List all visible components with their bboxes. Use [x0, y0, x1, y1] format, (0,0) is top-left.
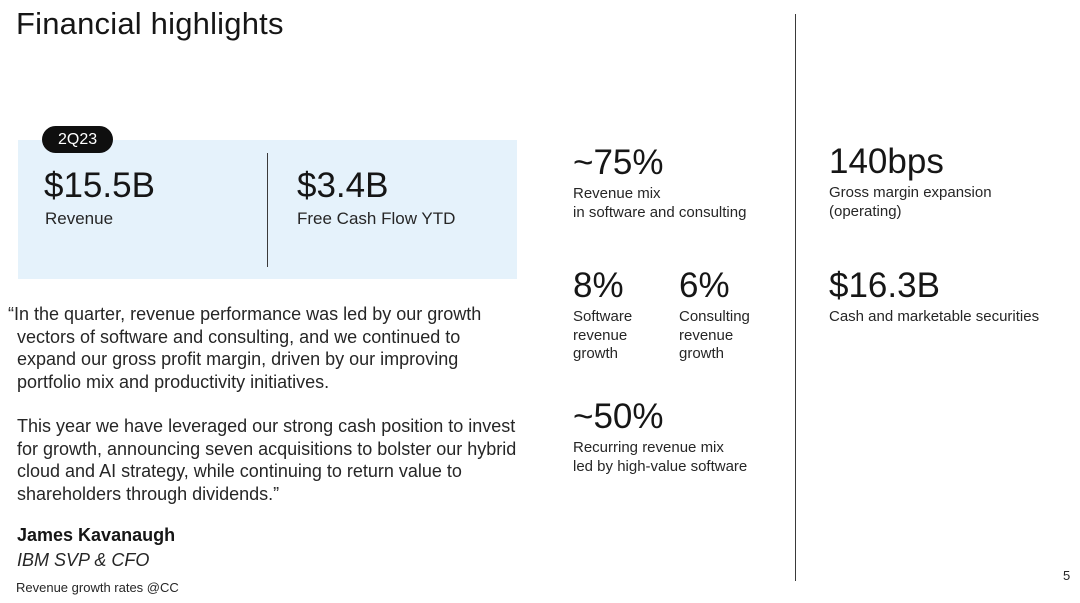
author-name: James Kavanaugh [17, 525, 176, 545]
gross-margin-label-line-2: (operating) [829, 202, 902, 220]
author-title: IBM SVP & CFO [17, 550, 150, 570]
panel-divider [267, 153, 268, 267]
vertical-divider [795, 14, 796, 581]
fcf-label: Free Cash Flow YTD [297, 209, 456, 228]
software-growth-label-line-1: Software [573, 308, 633, 325]
revenue-mix-label-line-1: Revenue mix [573, 185, 661, 202]
software-growth-label-line-3: growth [573, 345, 619, 362]
page-number: 5 [1063, 568, 1071, 583]
recurring-mix-label-line-2: led by high-value software [573, 457, 748, 475]
quote-paragraph-1: “In the quarter, revenue performance was… [8, 304, 482, 392]
cfo-quote: “In the quarter, revenue performance was… [8, 303, 518, 505]
consulting-growth-label-line-1: Consulting [679, 308, 750, 325]
footnote: Revenue growth rates @CC [16, 580, 179, 595]
recurring-mix-label-line-1: Recurring revenue mix [573, 439, 724, 456]
fcf-value: $3.4B [297, 166, 389, 205]
period-badge: 2Q23 [42, 126, 114, 153]
page-title: Financial highlights [16, 6, 284, 41]
software-growth-value: 8% [573, 266, 624, 305]
gross-margin-label-line-1: Gross margin expansion [829, 184, 992, 201]
revenue-mix-label: Revenue mix in software and consulting [573, 185, 746, 222]
revenue-mix-label-line-2: in software and consulting [573, 203, 747, 221]
cash-value: $16.3B [829, 266, 940, 305]
consulting-growth-value: 6% [679, 266, 730, 305]
consulting-growth-label-line-2: revenue [679, 326, 734, 344]
software-growth-label-line-2: revenue [573, 326, 628, 344]
consulting-growth-label-line-3: growth [679, 345, 725, 362]
recurring-mix-label: Recurring revenue mix led by high-value … [573, 439, 747, 476]
revenue-label: Revenue [45, 209, 114, 228]
software-growth-label: Software revenue growth [573, 308, 632, 364]
cash-label-line-1: Cash and marketable securities [829, 308, 1040, 325]
recurring-mix-value: ~50% [573, 397, 664, 436]
cash-label: Cash and marketable securities [829, 308, 1039, 327]
consulting-growth-label: Consulting revenue growth [679, 308, 750, 364]
gross-margin-label: Gross margin expansion (operating) [829, 184, 992, 221]
revenue-mix-value: ~75% [573, 143, 664, 182]
quote-paragraph-2: This year we have leveraged our strong c… [17, 416, 517, 504]
revenue-value: $15.5B [44, 166, 155, 205]
gross-margin-value: 140bps [829, 142, 944, 181]
